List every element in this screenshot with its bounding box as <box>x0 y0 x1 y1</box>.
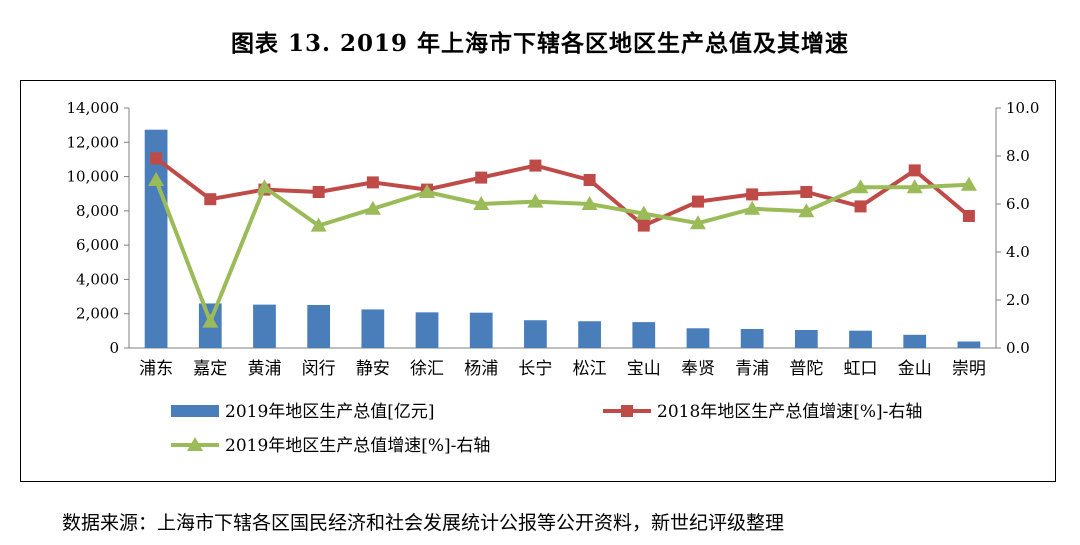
left-tick-label: 6,000 <box>76 236 119 254</box>
line-marker-square <box>800 186 813 198</box>
category-label: 松江 <box>573 359 607 379</box>
chart-svg: 0 2,000 4,000 6,000 8,000 10,000 12,000 14,000 0… <box>67 99 1040 456</box>
line-marker-square <box>312 186 325 198</box>
bar <box>686 328 710 348</box>
bar <box>849 330 872 348</box>
right-tick-label: 0.0 <box>1006 339 1030 357</box>
category-label: 黄浦 <box>247 359 281 379</box>
bar <box>361 309 385 348</box>
line-marker-square <box>204 193 217 206</box>
bar-series <box>144 129 981 348</box>
series-line <box>154 179 969 324</box>
line-marker-square <box>475 171 488 184</box>
line-marker-square <box>583 174 596 186</box>
line-marker-square <box>637 219 650 232</box>
category-label: 崇明 <box>952 359 986 379</box>
category-label: 浦东 <box>139 359 173 379</box>
line-marker-triangle <box>202 313 219 328</box>
line-marker-square <box>691 195 704 208</box>
bar <box>524 320 547 348</box>
left-tick-label: 4,000 <box>76 270 119 288</box>
category-label: 杨浦 <box>464 359 498 379</box>
line-marker-square <box>908 164 921 177</box>
line-marker-triangle <box>473 196 490 210</box>
bar <box>794 330 818 348</box>
line-marker-triangle <box>906 179 923 194</box>
left-tick-label: 0 <box>109 339 119 357</box>
line-marker-triangle <box>256 179 273 194</box>
bar <box>415 312 439 348</box>
line-marker-triangle <box>689 215 706 230</box>
chart-frame: 0 2,000 4,000 6,000 8,000 10,000 12,000 14,000 0… <box>20 80 1056 482</box>
category-label: 普陀 <box>789 359 823 379</box>
bar <box>957 341 981 348</box>
line-marker-triangle <box>527 193 544 208</box>
bar <box>307 304 331 348</box>
source-note: 数据来源：上海市下辖各区国民经济和社会发展统计公报等公开资料，新世纪评级整理 <box>62 512 785 534</box>
bar <box>740 328 764 348</box>
line-marker-triangle <box>581 196 598 210</box>
category-labels: 浦东 嘉定 黄浦 闵行 静安 徐汇 杨浦 长宁 松江 宝山 奉贤 青浦 普陀 虹口 金山 崇明 <box>139 359 986 379</box>
line-marker-square <box>529 159 542 172</box>
line-marker-triangle <box>852 179 869 194</box>
right-tick-label: 4.0 <box>1006 243 1030 261</box>
legend-label: 2018年地区生产总值增速[%]-右轴 <box>657 402 922 422</box>
bar <box>632 322 656 348</box>
line-marker-triangle <box>744 200 761 215</box>
line-marker-triangle <box>960 176 977 191</box>
category-label: 嘉定 <box>193 359 227 379</box>
left-tick-label: 12,000 <box>67 133 120 151</box>
legend-swatch-bar <box>171 405 219 417</box>
right-tick-label: 6.0 <box>1006 195 1030 213</box>
line-marker-triangle <box>364 200 381 215</box>
category-label: 奉贤 <box>681 359 715 379</box>
bar <box>578 321 601 348</box>
legend-label: 2019年地区生产总值[亿元] <box>225 402 435 422</box>
axes: 0 2,000 4,000 6,000 8,000 10,000 12,000 14,000 0… <box>67 99 1040 357</box>
line-marker-square <box>621 405 633 417</box>
left-tick-label: 8,000 <box>76 202 119 220</box>
line-marker-triangle <box>148 172 165 186</box>
left-tick-label: 2,000 <box>76 305 119 323</box>
line-marker-triangle <box>419 184 436 198</box>
line-marker-triangle <box>798 203 815 218</box>
category-label: 宝山 <box>627 359 661 379</box>
left-tick-label: 14,000 <box>67 99 120 117</box>
category-label: 金山 <box>898 359 932 379</box>
right-tick-label: 2.0 <box>1006 291 1030 309</box>
legend: 2019年地区生产总值[亿元] 2018年地区生产总值增速[%]-右轴 2019年地… <box>171 402 922 456</box>
line-marker-square <box>366 176 379 189</box>
category-label: 青浦 <box>735 359 769 379</box>
line-marker-square <box>746 188 759 201</box>
legend-label: 2019年地区生产总值增速[%]-右轴 <box>225 436 490 456</box>
right-tick-label: 10.0 <box>1006 99 1039 117</box>
line-marker-square <box>962 210 975 222</box>
left-tick-label: 10,000 <box>67 168 120 186</box>
right-tick-label: 8.0 <box>1006 147 1030 165</box>
line-marker-triangle <box>310 217 327 232</box>
category-label: 闵行 <box>302 359 336 379</box>
bar <box>253 304 276 348</box>
line-series <box>148 152 977 328</box>
line-marker-triangle <box>187 437 203 451</box>
chart-title: 图表 13. 2019 年上海市下辖各区地区生产总值及其增速 <box>230 30 850 57</box>
category-label: 长宁 <box>518 359 552 379</box>
category-label: 静安 <box>356 359 390 379</box>
bar <box>903 334 927 348</box>
line-marker-square <box>854 200 867 213</box>
line-marker-triangle <box>635 205 652 220</box>
bar <box>469 312 493 348</box>
category-label: 徐汇 <box>410 359 444 379</box>
line-marker-square <box>150 152 163 165</box>
category-label: 虹口 <box>844 359 878 379</box>
